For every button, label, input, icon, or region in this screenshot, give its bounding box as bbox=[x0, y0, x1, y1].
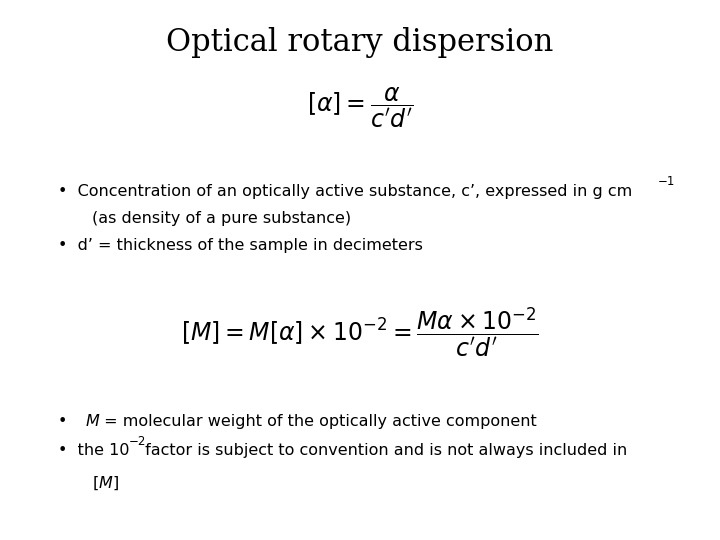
Text: •  Concentration of an optically active substance, c’, expressed in g cm: • Concentration of an optically active s… bbox=[58, 184, 632, 199]
Text: •: • bbox=[58, 414, 77, 429]
Text: $\left[M\right]= M\left[\alpha\right]\times10^{-2} = \dfrac{M\alpha\times10^{-2}: $\left[M\right]= M\left[\alpha\right]\ti… bbox=[181, 305, 539, 359]
Text: $[M]$: $[M]$ bbox=[92, 475, 119, 492]
Text: •  d’ = thickness of the sample in decimeters: • d’ = thickness of the sample in decime… bbox=[58, 238, 423, 253]
Text: −1: −1 bbox=[657, 176, 675, 188]
Text: $M$: $M$ bbox=[85, 413, 100, 429]
Text: = molecular weight of the optically active component: = molecular weight of the optically acti… bbox=[99, 414, 537, 429]
Text: $\left[\alpha\right]= \dfrac{\alpha}{c^{\prime}d^{\prime}}$: $\left[\alpha\right]= \dfrac{\alpha}{c^{… bbox=[307, 86, 413, 130]
Text: factor is subject to convention and is not always included in: factor is subject to convention and is n… bbox=[140, 443, 628, 458]
Text: −2: −2 bbox=[129, 435, 146, 448]
Text: (as density of a pure substance): (as density of a pure substance) bbox=[92, 211, 351, 226]
Text: Optical rotary dispersion: Optical rotary dispersion bbox=[166, 27, 554, 58]
Text: •  the 10: • the 10 bbox=[58, 443, 129, 458]
